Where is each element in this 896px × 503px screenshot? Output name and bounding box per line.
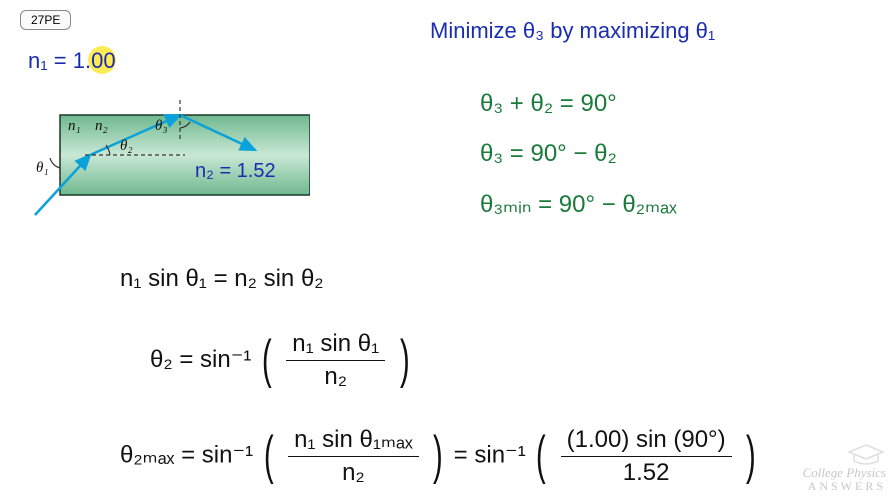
diagram-theta2-label: θ₂	[120, 138, 133, 154]
eq-theta3-min: θ₃ₘᵢₙ = 90° − θ₂ₘₐₓ	[480, 190, 677, 219]
diagram-theta3-label: θ₃	[155, 118, 168, 134]
theta2max-lhs: θ₂ₘₐₓ = sin⁻¹	[120, 441, 253, 468]
theta2-fraction: n₁ sin θ₁ n₂	[286, 330, 385, 391]
theta2-denominator: n₂	[286, 361, 385, 391]
watermark-line2: ANSWERS	[803, 480, 886, 493]
theta2-lhs: θ₂ = sin⁻¹	[150, 346, 251, 373]
theta2max-numerator: n₁ sin θ₁ₘₐₓ	[288, 425, 419, 457]
problem-badge: 27PE	[20, 10, 71, 30]
theta2max-fraction2: (1.00) sin (90°) 1.52	[561, 426, 732, 487]
theta2max-denominator: n₂	[288, 457, 419, 487]
theta2max-denominator2: 1.52	[561, 457, 732, 487]
eq-theta3: θ₃ = 90° − θ₂	[480, 140, 617, 168]
theta2max-fraction: n₁ sin θ₁ₘₐₓ n₂	[288, 425, 419, 487]
theta2max-eq: θ₂ₘₐₓ = sin⁻¹ ( n₁ sin θ₁ₘₐₓ n₂ ) = sin⁻…	[120, 425, 760, 487]
diagram-n2-label: n₂	[95, 118, 108, 134]
title-text: Minimize θ₃ by maximizing θ₁	[430, 18, 715, 44]
watermark: College Physics ANSWERS	[803, 442, 886, 493]
diagram-n2-value: n₂ = 1.52	[195, 160, 276, 183]
n1-value: n₁ = 1.00	[28, 48, 116, 74]
open-paren3-icon: (	[536, 435, 546, 477]
arc-theta1	[50, 158, 60, 168]
theta2max-numerator2: (1.00) sin (90°)	[561, 426, 732, 457]
eq-theta-sum: θ₃ + θ₂ = 90°	[480, 90, 617, 118]
theta2-eq: θ₂ = sin⁻¹ ( n₁ sin θ₁ n₂ )	[150, 330, 413, 391]
theta2max-equals: = sin⁻¹	[454, 441, 526, 468]
close-paren2-icon: )	[433, 435, 443, 477]
snells-law: n₁ sin θ₁ = n₂ sin θ₂	[120, 265, 324, 293]
close-paren-icon: )	[400, 339, 410, 381]
close-paren3-icon: )	[746, 435, 756, 477]
open-paren2-icon: (	[264, 435, 274, 477]
diagram-n1-label: n₁	[68, 118, 81, 134]
watermark-line1: College Physics	[803, 466, 886, 480]
diagram-theta1-label: θ₁	[36, 160, 49, 176]
graduation-cap-icon	[846, 442, 886, 466]
theta2-numerator: n₁ sin θ₁	[286, 330, 385, 361]
open-paren-icon: (	[262, 339, 272, 381]
